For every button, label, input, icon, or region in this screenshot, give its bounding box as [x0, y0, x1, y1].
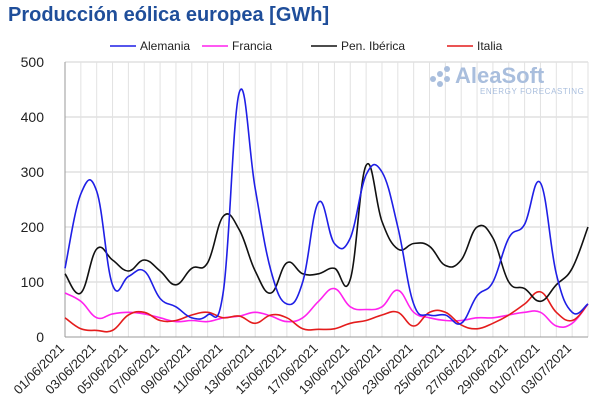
series-line-francia: [64, 287, 589, 329]
y-tick-label: 0: [36, 329, 44, 345]
y-tick-label: 400: [21, 109, 45, 125]
legend-label-alemania: Alemania: [140, 39, 190, 53]
aleasoft-logo-icon: [430, 66, 450, 87]
x-axis-ticks: 01/06/202103/06/202105/06/202107/06/2021…: [10, 341, 574, 398]
watermark-brand: AleaSoft: [455, 63, 545, 88]
legend-label-italia: Italia: [477, 39, 503, 53]
legend-label-francia: Francia: [232, 39, 272, 53]
series-line-alemania: [64, 88, 589, 325]
y-tick-label: 100: [21, 274, 45, 290]
legend: Alemania Francia Pen. Ibérica Italia: [110, 39, 503, 53]
watermark: AleaSoft ENERGY FORECASTING: [430, 63, 584, 96]
series-line-pen-ib-rica: [64, 162, 589, 303]
watermark-tagline: ENERGY FORECASTING: [480, 87, 584, 96]
chart-title: Producción eólica europea [GWh]: [8, 4, 330, 26]
y-axis-ticks: 0 100 200 300 400 500: [21, 54, 45, 345]
y-tick-label: 500: [21, 54, 45, 70]
legend-label-pen-ib-rica: Pen. Ibérica: [341, 39, 405, 53]
y-tick-label: 300: [21, 164, 45, 180]
grid-lines: [64, 61, 589, 338]
series-line-italia: [64, 290, 589, 333]
y-tick-label: 200: [21, 219, 45, 235]
series-lines: [64, 88, 589, 333]
